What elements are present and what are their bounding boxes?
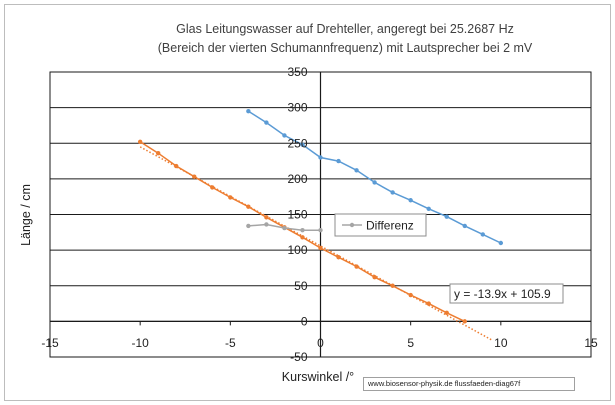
y-tick-label: 200 [287, 172, 307, 186]
x-tick-label: -5 [225, 336, 236, 350]
y-axis-label: Länge / cm [19, 184, 33, 246]
data-point [264, 120, 269, 125]
data-point [282, 225, 287, 231]
data-point [246, 204, 251, 209]
x-tick-label: 10 [494, 336, 508, 350]
data-point [372, 275, 377, 280]
data-point [390, 190, 395, 195]
credit-box: www.biosensor-physik.de flussfaeden-diag… [363, 377, 575, 391]
series-3 [246, 222, 323, 233]
data-point [444, 310, 449, 316]
data-point [462, 319, 467, 324]
y-tick-label: 100 [287, 243, 307, 257]
data-point [426, 206, 431, 211]
data-point [408, 198, 413, 203]
legend-swatch-marker [349, 222, 355, 228]
axes [49, 72, 592, 357]
data-point [137, 139, 143, 145]
series-2 [137, 139, 467, 324]
data-point [462, 223, 467, 229]
data-point [300, 235, 305, 240]
data-point [282, 133, 287, 138]
x-axis-label: Kurswinkel /° [282, 370, 354, 384]
data-point [210, 185, 215, 190]
data-point [246, 223, 251, 229]
data-point [426, 301, 431, 306]
data-point [156, 151, 161, 156]
data-point [264, 215, 269, 220]
chart-frame [4, 4, 611, 401]
data-point [354, 264, 359, 269]
x-tick-label: 5 [407, 336, 414, 350]
data-point [228, 195, 233, 200]
x-tick-label: 15 [584, 336, 598, 350]
legend: Differenz [334, 213, 427, 237]
legend-box [334, 213, 427, 237]
data-point [408, 292, 413, 298]
data-point [174, 163, 179, 169]
y-tick-label: 300 [287, 101, 307, 115]
data-point [390, 283, 395, 288]
data-point [318, 245, 323, 251]
x-tick-label: -10 [131, 336, 149, 350]
x-tick-label: 0 [317, 336, 324, 350]
chart-subtitle: (Bereich der vierten Schumannfrequenz) m… [157, 41, 533, 55]
data-point [336, 255, 341, 260]
data-point [300, 227, 305, 233]
data-point [246, 108, 251, 114]
chart-title: Glas Leitungswasser auf Drehteller, ange… [176, 22, 514, 36]
x-tick-label: -15 [41, 336, 59, 350]
trendline-equation: y = -13.9x + 105.9 [454, 287, 551, 301]
y-tick-label: 350 [287, 65, 307, 79]
trendline-label-box [449, 283, 564, 304]
data-point [354, 168, 359, 173]
y-tick-label: 150 [287, 208, 307, 222]
y-tick-label: -50 [290, 350, 308, 364]
legend-entry-differenz: Differenz [366, 219, 414, 233]
data-point [300, 142, 305, 147]
series-1 [246, 108, 504, 246]
series-layer [137, 108, 504, 324]
data-point [336, 158, 341, 164]
y-tick-label: 0 [301, 314, 308, 328]
data-point [480, 232, 485, 237]
chart-title-block: Glas Leitungswasser auf Drehteller, ange… [130, 20, 560, 58]
trendline-label: y = -13.9x + 105.9 [449, 283, 564, 304]
y-tick-label: 50 [294, 279, 308, 293]
data-point [444, 214, 449, 219]
data-point [372, 180, 377, 185]
y-tick-label: 250 [287, 136, 307, 150]
data-point [318, 227, 323, 233]
data-point [498, 240, 504, 246]
data-point [192, 174, 197, 179]
data-point [318, 155, 323, 160]
data-point [264, 222, 269, 227]
